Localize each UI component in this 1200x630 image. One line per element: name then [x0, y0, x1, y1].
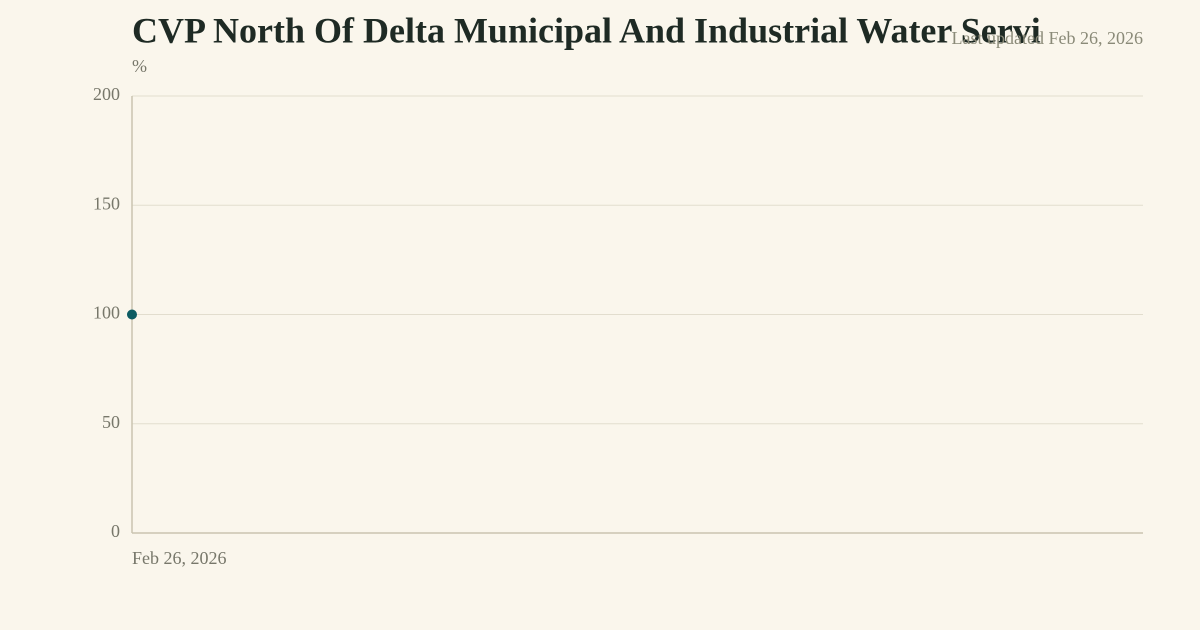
y-tick-label: 200 — [93, 84, 120, 104]
y-tick-label: 150 — [93, 193, 120, 213]
y-axis-label: % — [132, 56, 147, 76]
chart-title: CVP North Of Delta Municipal And Industr… — [132, 10, 1041, 50]
y-tick-label: 50 — [102, 412, 120, 432]
chart-subtitle: Last updated Feb 26, 2026 — [952, 28, 1143, 48]
x-tick-label: Feb 26, 2026 — [132, 548, 227, 568]
point — [127, 309, 137, 320]
y-tick-label: 0 — [111, 521, 120, 541]
y-tick-label: 100 — [93, 303, 120, 323]
